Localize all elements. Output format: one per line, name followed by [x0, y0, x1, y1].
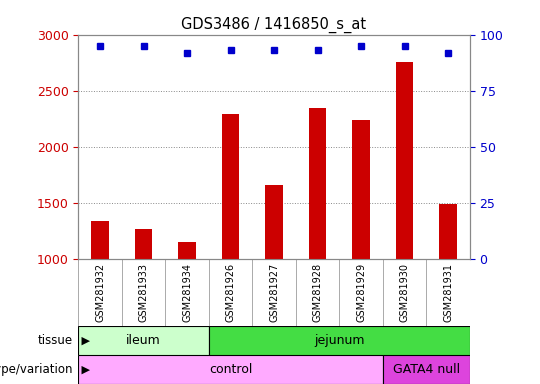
Text: GSM281931: GSM281931	[443, 263, 453, 321]
Text: ▶: ▶	[78, 336, 90, 346]
Text: jejunum: jejunum	[314, 334, 364, 347]
Bar	[352, 120, 370, 259]
Text: GSM281934: GSM281934	[182, 263, 192, 321]
Text: ▶: ▶	[78, 364, 90, 375]
Bar	[91, 221, 109, 259]
Bar	[396, 61, 413, 259]
Text: GSM281933: GSM281933	[139, 263, 148, 321]
Text: GATA4 null: GATA4 null	[393, 363, 460, 376]
Bar	[440, 204, 457, 259]
Bar	[222, 114, 239, 259]
Text: GSM281932: GSM281932	[95, 263, 105, 322]
Text: GSM281928: GSM281928	[313, 263, 322, 322]
Bar	[178, 242, 195, 259]
Text: genotype/variation: genotype/variation	[0, 363, 73, 376]
Bar	[265, 185, 283, 259]
Text: ileum: ileum	[126, 334, 161, 347]
Text: GSM281929: GSM281929	[356, 263, 366, 322]
Bar	[309, 108, 326, 259]
Bar	[209, 326, 470, 355]
Text: GSM281927: GSM281927	[269, 263, 279, 322]
Bar	[135, 229, 152, 259]
Bar	[383, 355, 470, 384]
Title: GDS3486 / 1416850_s_at: GDS3486 / 1416850_s_at	[181, 17, 367, 33]
Text: control: control	[209, 363, 252, 376]
Text: GSM281930: GSM281930	[400, 263, 409, 321]
Bar	[78, 355, 383, 384]
Text: tissue: tissue	[38, 334, 73, 347]
Bar	[78, 326, 209, 355]
Text: GSM281926: GSM281926	[226, 263, 235, 322]
